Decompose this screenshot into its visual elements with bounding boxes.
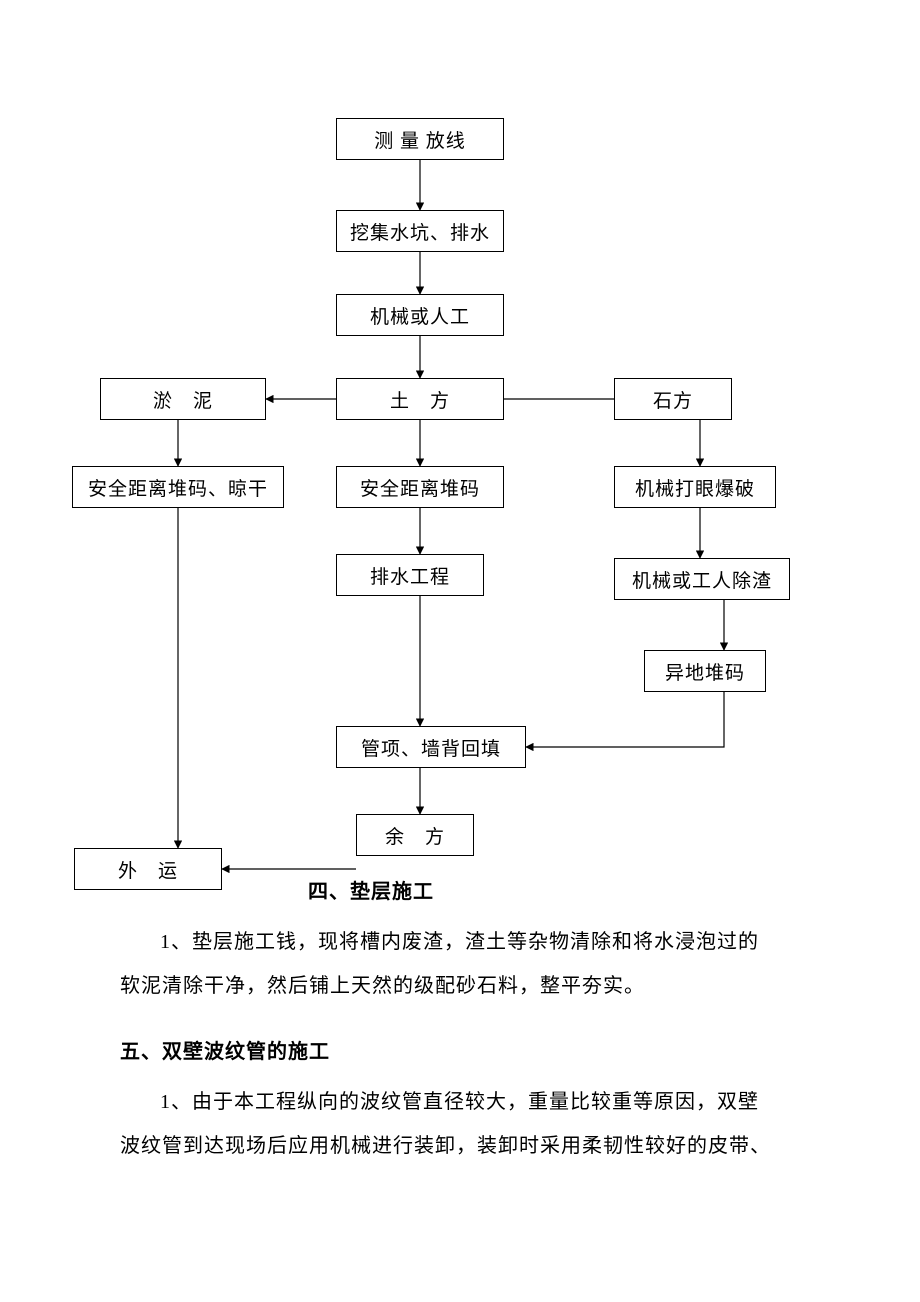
flow-node-n7: 安全距离堆码、晾干 [72,466,284,508]
section5-paragraph: 1、由于本工程纵向的波纹管直径较大，重量比较重等原因，双壁 波纹管到达现场后应用… [120,1080,840,1168]
page: 测 量 放线挖集水坑、排水机械或人工淤 泥 土 方 石方安全距离堆码、晾干 安全距离堆… [0,0,920,1302]
flow-node-n15: 外 运 [74,848,222,890]
flow-node-n10: 排水工程 [336,554,484,596]
section4-heading: 四、垫层施工 [308,870,434,914]
flow-node-n1: 测 量 放线 [336,118,504,160]
flow-node-n9: 机械打眼爆破 [614,466,776,508]
flow-node-n5: 土 方 [336,378,504,420]
flow-node-n6: 石方 [614,378,732,420]
section4-p1-line1: 1、垫层施工钱，现将槽内废渣，渣土等杂物清除和将水浸泡过的 [120,920,840,964]
section5-p1-line1: 1、由于本工程纵向的波纹管直径较大，重量比较重等原因，双壁 [120,1080,840,1124]
flow-node-n8: 安全距离堆码 [336,466,504,508]
section5-heading: 五、双壁波纹管的施工 [120,1030,330,1074]
section5-p1-line2: 波纹管到达现场后应用机械进行装卸，装卸时采用柔韧性较好的皮带、 [120,1124,840,1168]
flow-node-n2: 挖集水坑、排水 [336,210,504,252]
flow-node-n11: 机械或工人除渣 [614,558,790,600]
flow-node-n13: 管项、墙背回填 [336,726,526,768]
section4-paragraph: 1、垫层施工钱，现将槽内废渣，渣土等杂物清除和将水浸泡过的 软泥清除干净，然后铺… [120,920,840,1008]
flow-node-n3: 机械或人工 [336,294,504,336]
section4-p1-line2: 软泥清除干净，然后铺上天然的级配砂石料，整平夯实。 [120,964,840,1008]
flow-node-n12: 异地堆码 [644,650,766,692]
flow-edge-n12-n13 [526,692,724,747]
flowchart-container: 测 量 放线挖集水坑、排水机械或人工淤 泥 土 方 石方安全距离堆码、晾干 安全距离堆… [0,0,920,920]
flow-node-n4: 淤 泥 [100,378,266,420]
flow-node-n14: 余 方 [356,814,474,856]
